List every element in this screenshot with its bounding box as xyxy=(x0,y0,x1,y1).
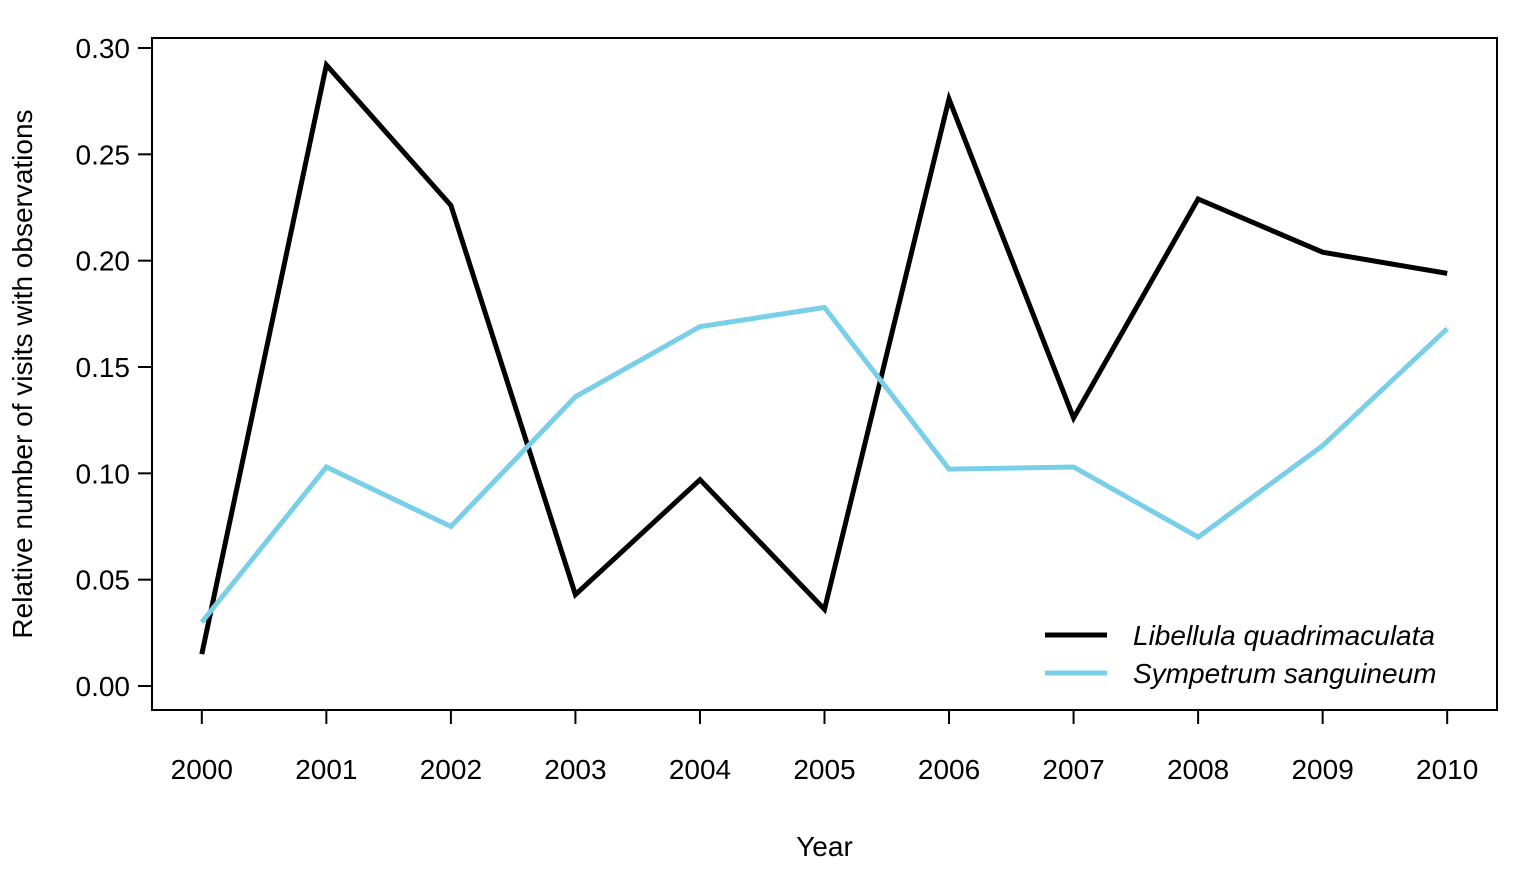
y-axis: 0.00 0.05 0.10 0.15 0.20 0.25 0.30 xyxy=(76,33,153,702)
x-tick-label: 2003 xyxy=(544,754,606,785)
legend-label-1: Libellula quadrimaculata xyxy=(1133,620,1435,651)
x-tick-label: 2009 xyxy=(1291,754,1353,785)
y-tick-label: 0.25 xyxy=(76,139,131,170)
x-tick-label: 2005 xyxy=(793,754,855,785)
x-tick-label: 2008 xyxy=(1167,754,1229,785)
x-tick-label: 2001 xyxy=(295,754,357,785)
y-tick-label: 0.30 xyxy=(76,33,131,64)
series-layer xyxy=(199,59,1449,655)
x-axis: 2000 2001 2002 2003 2004 2005 2006 2007 2008 2009… xyxy=(171,709,1478,785)
series-line-2 xyxy=(199,304,1449,624)
x-axis-title: Year xyxy=(796,831,853,862)
legend: Libellula quadrimaculata Sympetrum sangui… xyxy=(1045,620,1436,689)
y-axis-title: Relative number of visits with observati… xyxy=(7,109,38,638)
x-tick-label: 2000 xyxy=(171,754,233,785)
x-tick-label: 2007 xyxy=(1042,754,1104,785)
series-line-1 xyxy=(199,59,1448,655)
y-tick-label: 0.10 xyxy=(76,458,131,489)
y-tick-label: 0.20 xyxy=(76,246,131,277)
x-tick-label: 2006 xyxy=(918,754,980,785)
x-tick-label: 2002 xyxy=(420,754,482,785)
legend-label-2: Sympetrum sanguineum xyxy=(1133,658,1436,689)
x-tick-label: 2010 xyxy=(1416,754,1478,785)
x-tick-label: 2004 xyxy=(669,754,731,785)
y-tick-label: 0.00 xyxy=(76,671,131,702)
y-tick-label: 0.05 xyxy=(76,565,131,596)
y-tick-label: 0.15 xyxy=(76,352,131,383)
